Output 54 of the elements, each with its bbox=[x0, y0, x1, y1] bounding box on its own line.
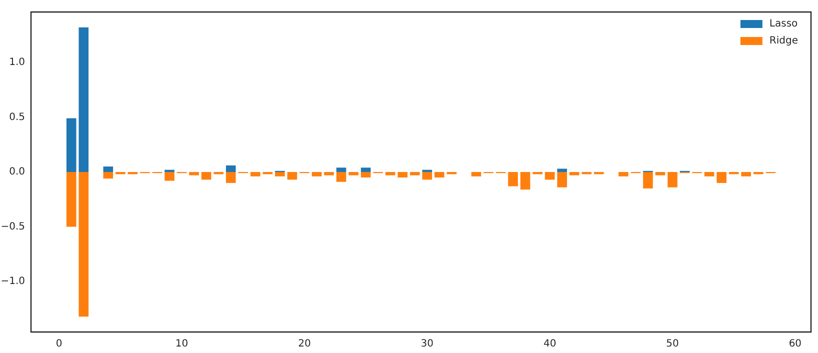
bar bbox=[434, 172, 444, 178]
bar bbox=[643, 172, 653, 188]
x-tick-label: 40 bbox=[543, 338, 556, 350]
bar bbox=[557, 172, 567, 188]
bar bbox=[398, 172, 408, 178]
y-tick-label: −1.0 bbox=[0, 276, 25, 288]
x-tick-label: 60 bbox=[788, 338, 802, 350]
bar bbox=[226, 172, 236, 183]
bar bbox=[201, 172, 212, 180]
y-tick-label: 0.0 bbox=[9, 166, 25, 178]
bar bbox=[78, 172, 89, 317]
bar bbox=[103, 172, 114, 179]
bar bbox=[336, 172, 346, 182]
x-tick-label: 10 bbox=[175, 338, 188, 350]
x-tick-label: 0 bbox=[56, 338, 62, 350]
bar bbox=[741, 172, 752, 176]
bar bbox=[569, 172, 580, 176]
bar bbox=[336, 168, 346, 172]
y-tick-label: 1.0 bbox=[9, 57, 25, 68]
bar bbox=[422, 172, 432, 180]
x-tick-label: 30 bbox=[420, 338, 434, 350]
bar bbox=[704, 172, 714, 176]
bar bbox=[312, 172, 322, 176]
bar bbox=[189, 172, 199, 176]
bar bbox=[716, 172, 726, 183]
bar bbox=[410, 172, 420, 176]
bar bbox=[557, 168, 567, 172]
x-tick-label: 50 bbox=[666, 338, 679, 350]
bar bbox=[66, 172, 76, 227]
bar bbox=[103, 166, 114, 172]
bar bbox=[360, 172, 371, 178]
bar bbox=[668, 172, 678, 188]
bar bbox=[78, 27, 89, 172]
bar bbox=[250, 172, 260, 176]
bar bbox=[520, 172, 530, 190]
y-tick-label: −0.5 bbox=[0, 221, 25, 232]
y-tick-label: 0.5 bbox=[9, 112, 25, 123]
bar bbox=[655, 172, 666, 176]
legend-label: Ridge bbox=[769, 36, 798, 47]
bar bbox=[544, 172, 555, 180]
bar bbox=[66, 118, 76, 172]
bar bbox=[164, 172, 174, 181]
bar bbox=[348, 172, 358, 176]
bar bbox=[508, 172, 518, 186]
bar bbox=[275, 172, 285, 176]
bar bbox=[471, 172, 482, 176]
bar bbox=[226, 165, 236, 172]
bar bbox=[385, 172, 396, 176]
x-tick-label: 20 bbox=[298, 338, 311, 350]
bar bbox=[324, 172, 334, 176]
bar bbox=[287, 172, 298, 180]
legend-label: Lasso bbox=[769, 18, 798, 30]
bar bbox=[618, 172, 628, 176]
bar bbox=[360, 168, 371, 172]
